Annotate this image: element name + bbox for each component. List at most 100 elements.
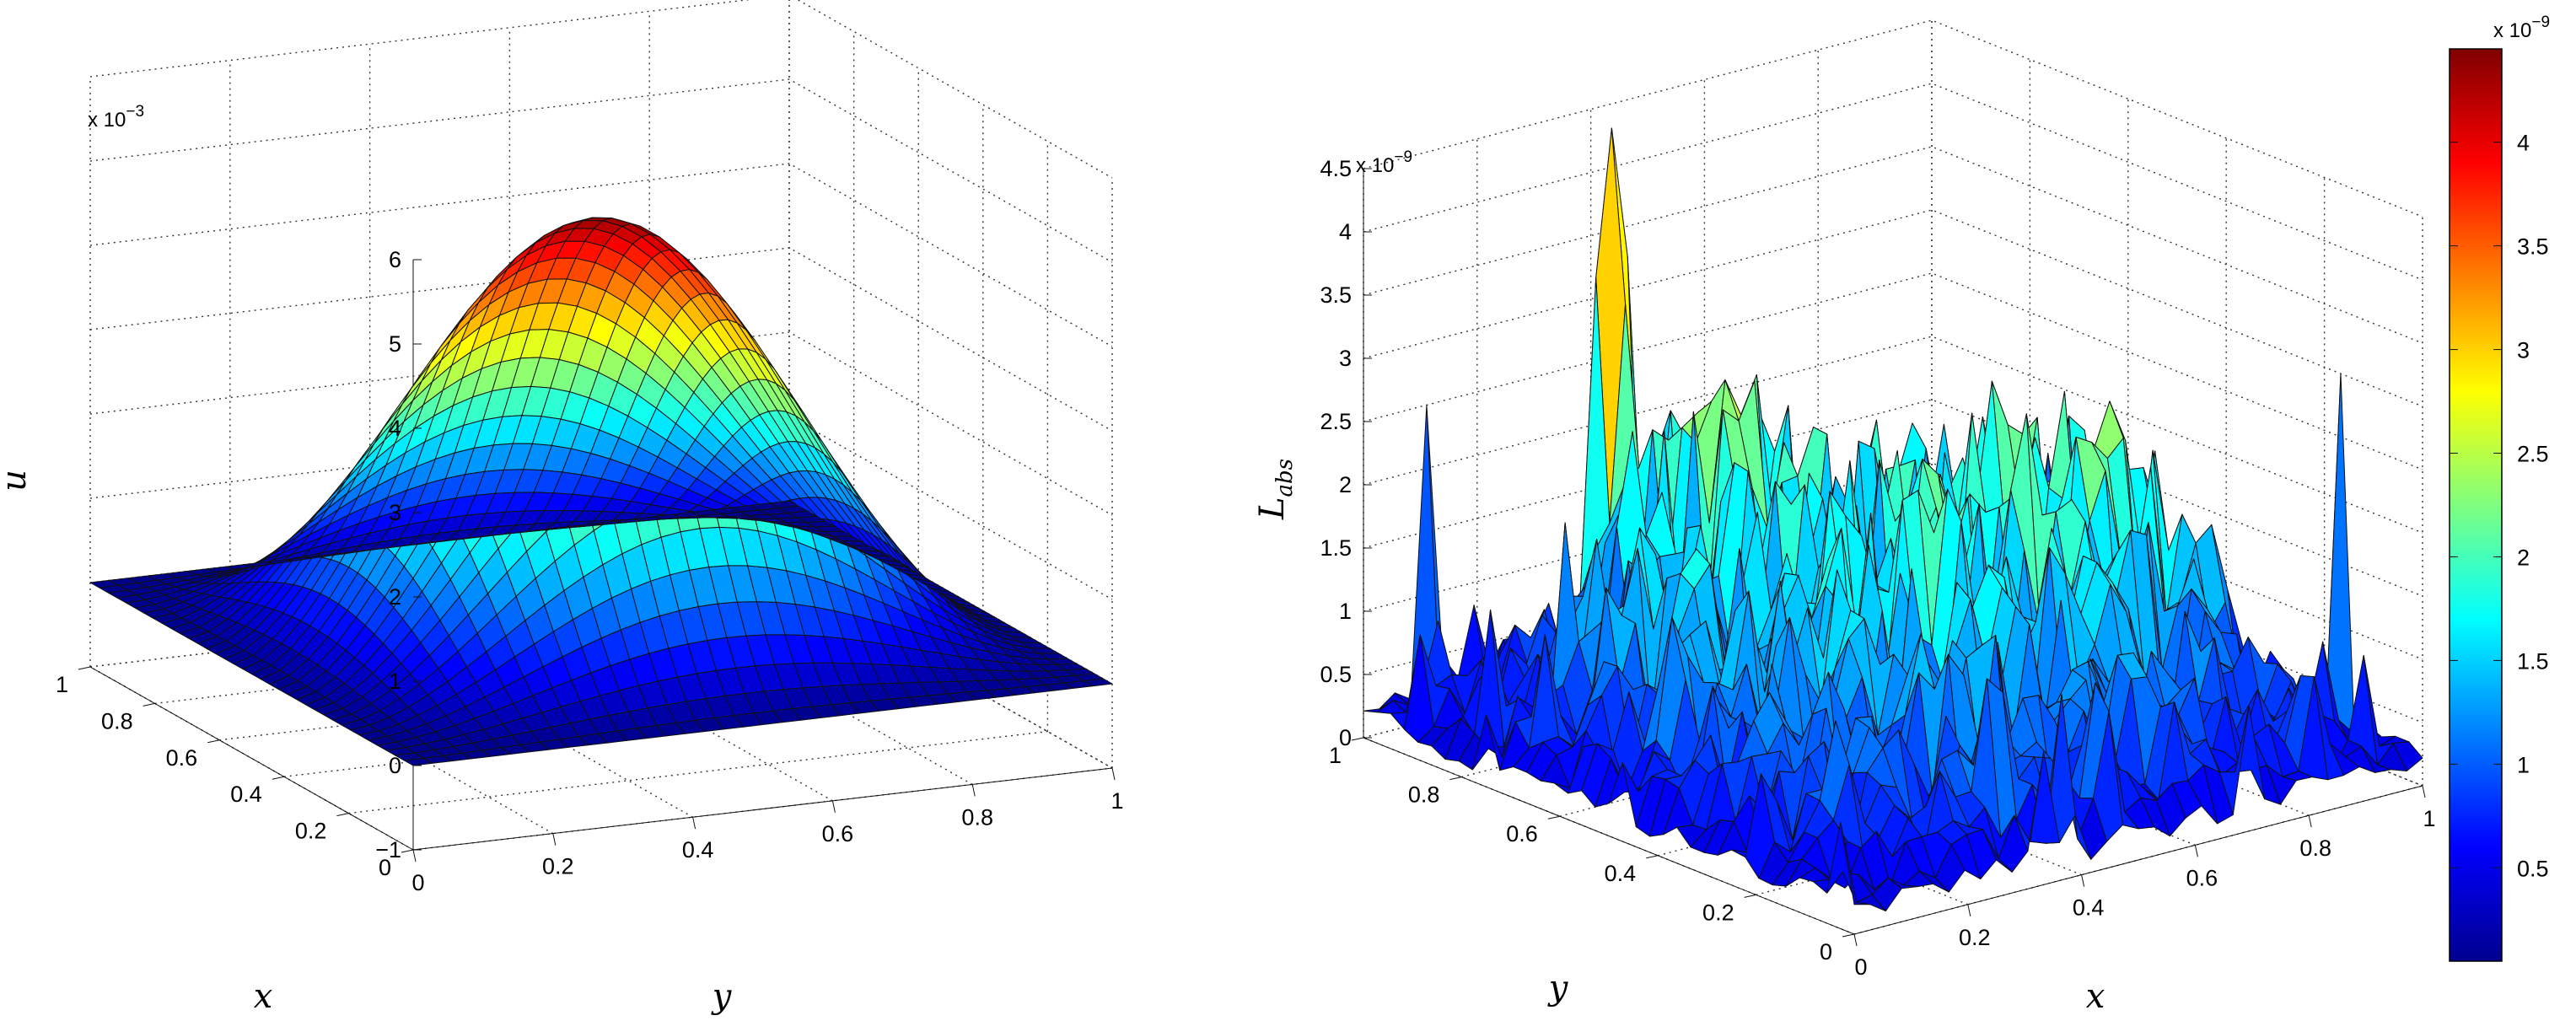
p1-surface-facet bbox=[769, 500, 799, 509]
p1-x-tick-label: 0.8 bbox=[101, 708, 133, 734]
p2-tick-labels: 00.511.522.533.544.500.20.40.60.8100.20.… bbox=[1320, 156, 2435, 980]
p1-y-tick bbox=[1111, 767, 1116, 781]
p2-x-tick-label: 0.4 bbox=[2073, 895, 2105, 921]
p2-x-tick-label: 1 bbox=[2423, 806, 2435, 831]
p1-x-tick-label: 0.2 bbox=[295, 819, 327, 844]
p1-y-tick-label: 0.8 bbox=[961, 804, 993, 830]
p1-x-tick bbox=[272, 776, 284, 780]
colorbar-gradient bbox=[2449, 48, 2503, 962]
p2-y-tick-label: 0.4 bbox=[1605, 861, 1637, 886]
colorbar-tick-label: 3.5 bbox=[2517, 234, 2549, 260]
colorbar-tick-label: 2 bbox=[2517, 545, 2530, 570]
p2-grid-z-line bbox=[1363, 272, 2423, 470]
p2-surface bbox=[1363, 127, 2423, 911]
p2-x-tick bbox=[1853, 933, 1858, 947]
p2-y-tick-label: 0.8 bbox=[1408, 782, 1440, 808]
p2-x-tick-label: 0.2 bbox=[1959, 925, 1991, 950]
p1-y-tick bbox=[552, 833, 557, 846]
p2-y-tick bbox=[1547, 815, 1560, 819]
p2-x-tick bbox=[2081, 874, 2085, 887]
p2-y-tick bbox=[1646, 855, 1659, 859]
p2-zlabel: Labs bbox=[1253, 459, 1298, 520]
p2-x-tick-label: 0.8 bbox=[2299, 836, 2331, 861]
p2-ylabel: y bbox=[1547, 969, 1569, 1008]
p2-x-tick bbox=[2422, 785, 2426, 798]
p2-z-tick-label: 0 bbox=[1339, 725, 1352, 750]
colorbar-tick-label: 2.5 bbox=[2517, 442, 2549, 467]
colorbar-ticks: 0.5 1 1.5 2 2.5 3 3.5 4 bbox=[2450, 131, 2549, 881]
p2-z-tick-label: 3 bbox=[1339, 346, 1352, 371]
p1-z-tick-label: 3 bbox=[389, 500, 401, 525]
p1-y-tick-label: 0.6 bbox=[822, 821, 854, 846]
p1-y-tick bbox=[831, 800, 836, 813]
p2-y-tick bbox=[1842, 933, 1855, 938]
p1-z-tick-label: 4 bbox=[389, 416, 401, 441]
p2-y-tick-label: 1 bbox=[1329, 743, 1342, 768]
p1-x-tick bbox=[336, 813, 349, 817]
p2-y-tick-label: 0 bbox=[1820, 939, 1832, 965]
p1-x-tick bbox=[143, 702, 155, 707]
plot-labs-surface: 00.511.522.533.544.500.20.40.60.8100.20.… bbox=[1253, 19, 2436, 1016]
p1-z-tick-label: 1 bbox=[389, 669, 401, 694]
p1-x-tick-label: 0.6 bbox=[166, 745, 198, 771]
p2-z-tick-label: 4 bbox=[1339, 219, 1352, 245]
p1-y-tick bbox=[692, 817, 696, 830]
p1-x-tick-label: 0 bbox=[379, 855, 391, 880]
p2-z-tick-label: 0.5 bbox=[1320, 662, 1352, 687]
p1-xlabel: x bbox=[254, 977, 273, 1016]
p2-y-tick bbox=[1744, 894, 1756, 898]
p1-grid-z-line bbox=[89, 331, 1113, 516]
p2-surface-facet bbox=[1840, 821, 1871, 905]
p2-grid-z-line bbox=[1363, 462, 2423, 660]
p1-x-tick-label: 0.4 bbox=[230, 782, 262, 807]
p1-y-tick-label: 1 bbox=[1111, 788, 1123, 814]
p2-grid-z-line bbox=[1363, 209, 2423, 407]
p2-z-exponent: x 10−9 bbox=[1356, 148, 1412, 177]
colorbar-tick-label: 0.5 bbox=[2517, 856, 2549, 881]
p1-grid-z-line bbox=[89, 0, 1113, 179]
p1-y-tick bbox=[971, 784, 976, 797]
p1-z-tick-label: 0 bbox=[389, 753, 401, 778]
p2-y-tick-label: 0.6 bbox=[1506, 821, 1538, 846]
p2-x-tick-label: 0.6 bbox=[2186, 865, 2218, 890]
p2-x-tick bbox=[2194, 845, 2198, 857]
p1-y-tick bbox=[412, 849, 417, 862]
p2-y-tick bbox=[1449, 776, 1462, 781]
colorbar-tick-label: 1 bbox=[2517, 752, 2530, 777]
colorbar-tick-label: 1.5 bbox=[2517, 648, 2549, 674]
colorbar-exponent: x 10−9 bbox=[2493, 13, 2550, 42]
p2-z-tick-label: 2.5 bbox=[1320, 409, 1352, 434]
p1-grid-z-line bbox=[89, 78, 1113, 263]
p1-zlabel: u bbox=[0, 470, 34, 492]
p2-z-tick-label: 2 bbox=[1339, 472, 1352, 497]
p2-axis-y bbox=[1363, 737, 1855, 935]
p1-z-tick-label: 6 bbox=[389, 247, 401, 272]
p1-x-tick bbox=[78, 666, 91, 670]
p1-y-tick-label: 0.4 bbox=[682, 837, 714, 862]
p1-ylabel: y bbox=[711, 977, 733, 1016]
p1-z-exponent: x 10−3 bbox=[88, 103, 144, 132]
p2-z-tick-label: 1.5 bbox=[1320, 535, 1352, 561]
p2-grid-z-line bbox=[1363, 399, 2423, 597]
p2-x-tick bbox=[1967, 904, 1971, 916]
p1-y-tick-label: 0 bbox=[411, 870, 424, 895]
p1-axis-y bbox=[412, 767, 1113, 851]
p1-surface bbox=[89, 217, 1113, 766]
p1-x-tick-label: 1 bbox=[56, 672, 68, 697]
p1-axis-x bbox=[89, 666, 414, 851]
p2-x-tick-label: 0 bbox=[1854, 954, 1867, 980]
colorbar-tick-label: 4 bbox=[2517, 131, 2530, 156]
p2-z-tick-label: 4.5 bbox=[1320, 156, 1352, 181]
p2-y-tick bbox=[1351, 737, 1364, 741]
colorbar: 0.5 1 1.5 2 2.5 3 3.5 4 x 10−9 bbox=[2449, 13, 2550, 962]
p2-xlabel: x bbox=[2086, 977, 2105, 1016]
p2-axis-x bbox=[1853, 785, 2423, 935]
p1-z-tick-label: −1 bbox=[375, 837, 401, 862]
p1-z-tick-label: 5 bbox=[389, 331, 401, 357]
p1-z-tick-label: 2 bbox=[389, 584, 401, 610]
p2-grid-z-line bbox=[1363, 83, 2423, 281]
p2-y-tick-label: 0.2 bbox=[1702, 900, 1734, 925]
